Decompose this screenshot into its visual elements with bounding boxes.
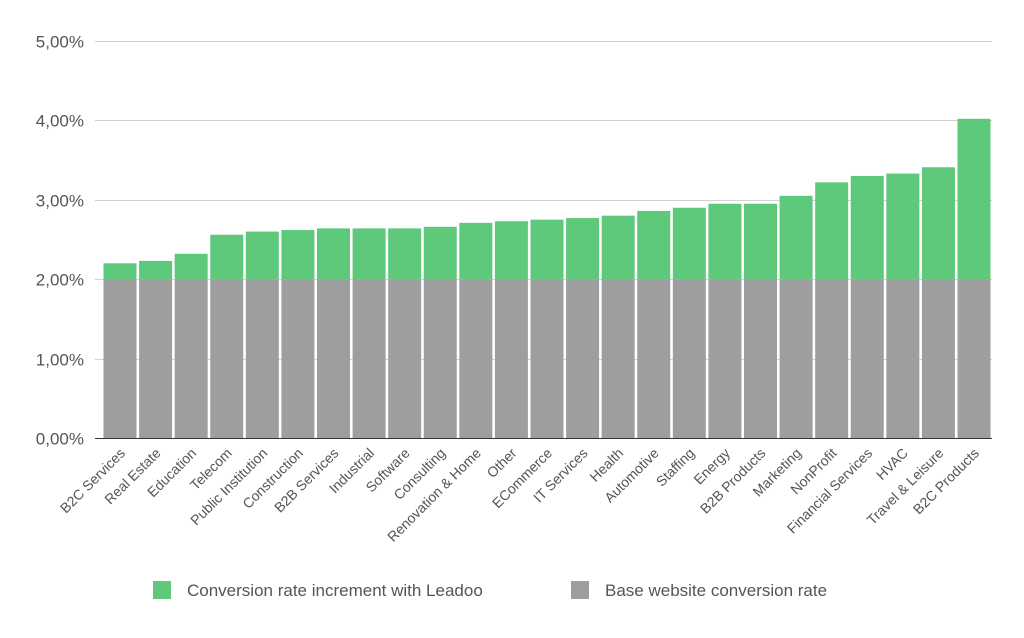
y-tick-label: 2,00%: [36, 271, 84, 290]
bar-base: [210, 279, 244, 438]
legend-swatch-increment: [153, 581, 171, 599]
bar-base: [245, 279, 279, 438]
legend-label-increment: Conversion rate increment with Leadoo: [187, 581, 483, 600]
bar-base: [921, 279, 955, 438]
bar-increment: [921, 167, 955, 280]
bar-base: [779, 279, 813, 438]
bar-base: [708, 279, 742, 438]
y-axis-ticks: 0,00% 1,00% 2,00% 3,00% 4,00% 5,00%: [36, 33, 84, 449]
y-tick-label: 5,00%: [36, 33, 84, 52]
bar-increment: [708, 203, 742, 280]
bar-base: [530, 279, 564, 438]
bar-base: [317, 279, 350, 438]
y-tick-label: 3,00%: [36, 192, 84, 211]
bars: [103, 118, 991, 438]
bar-base: [103, 279, 137, 438]
legend: Conversion rate increment with Leadoo Ba…: [153, 581, 827, 600]
bar-increment: [494, 221, 528, 280]
legend-swatch-base: [571, 581, 589, 599]
bar-base: [637, 279, 671, 438]
legend-label-base: Base website conversion rate: [605, 581, 827, 600]
x-tick-label: Staffing: [653, 445, 698, 490]
bar-increment: [530, 219, 564, 280]
bar-increment: [744, 203, 777, 280]
bar-increment: [210, 234, 244, 280]
bar-base: [957, 279, 991, 438]
bar-increment: [352, 228, 386, 280]
bar-increment: [886, 173, 920, 280]
y-tick-label: 0,00%: [36, 430, 84, 449]
bar-base: [281, 279, 315, 438]
bar-increment: [815, 182, 849, 280]
bar-base: [352, 279, 386, 438]
bar-increment: [388, 228, 422, 280]
bar-increment: [601, 215, 635, 280]
bar-increment: [139, 260, 173, 280]
bar-increment: [245, 231, 279, 280]
bar-base: [459, 279, 493, 438]
bar-base: [388, 279, 422, 438]
bar-increment: [317, 228, 350, 280]
bar-base: [494, 279, 528, 438]
bar-base: [850, 279, 884, 438]
bar-increment: [779, 195, 813, 280]
bar-increment: [672, 207, 706, 280]
bar-base: [601, 279, 635, 438]
bar-base: [672, 279, 706, 438]
bar-increment: [850, 175, 884, 280]
bar-increment: [566, 218, 600, 280]
bar-base: [744, 279, 777, 438]
bar-increment: [103, 263, 137, 280]
bar-increment: [281, 229, 315, 280]
bar-increment: [637, 210, 671, 280]
bar-base: [886, 279, 920, 438]
bar-increment: [957, 118, 991, 280]
bar-base: [815, 279, 849, 438]
bar-increment: [459, 222, 493, 280]
bar-increment: [174, 253, 208, 280]
bar-increment: [423, 226, 457, 280]
bar-base: [174, 279, 208, 438]
y-tick-label: 4,00%: [36, 112, 84, 131]
bar-base: [566, 279, 600, 438]
y-tick-label: 1,00%: [36, 351, 84, 370]
bar-base: [139, 279, 173, 438]
bar-base: [423, 279, 457, 438]
